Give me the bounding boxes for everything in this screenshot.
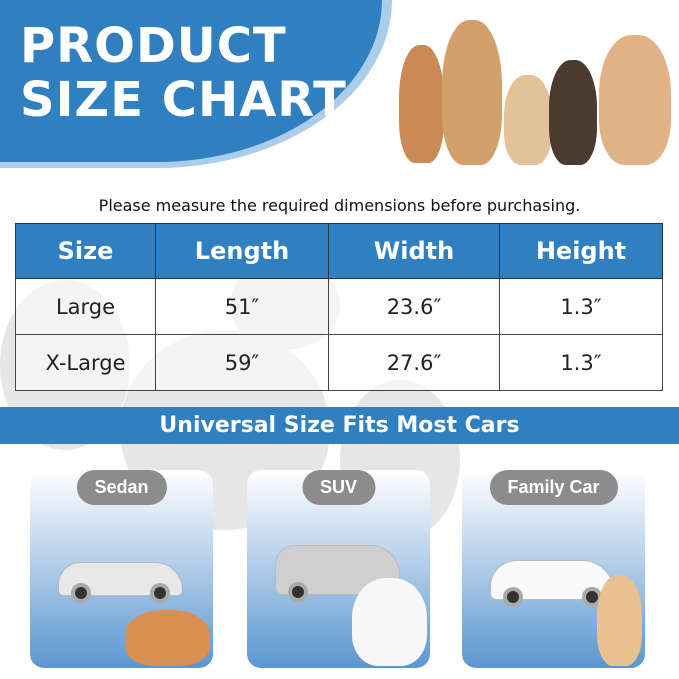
- cell-height: 1.3″: [499, 334, 663, 391]
- page-title-line1: PRODUCT: [20, 18, 287, 74]
- samoyed-image: [352, 578, 427, 666]
- col-width: Width: [328, 223, 500, 279]
- car-label: SUV: [301, 470, 376, 505]
- corgi-image: [125, 610, 210, 666]
- cell-size: Large: [15, 278, 156, 335]
- car-label: Family Car: [489, 470, 618, 505]
- col-size: Size: [15, 223, 156, 279]
- cell-size: X-Large: [15, 334, 156, 391]
- cell-length: 51″: [155, 278, 329, 335]
- pets-photo: [394, 15, 674, 165]
- fit-banner: Universal Size Fits Most Cars: [0, 407, 679, 444]
- page-title-line2: SIZE CHART: [20, 72, 347, 128]
- car-card-suv: SUV: [247, 470, 430, 668]
- table-row: Large 51″ 23.6″ 1.3″: [15, 278, 663, 335]
- cell-height: 1.3″: [499, 278, 663, 335]
- sedan-image: [58, 562, 183, 603]
- cell-width: 23.6″: [328, 278, 500, 335]
- size-table: Size Length Width Height Large 51″ 23.6″…: [15, 223, 663, 391]
- col-length: Length: [155, 223, 329, 279]
- car-card-family: Family Car: [462, 470, 645, 668]
- car-label: Sedan: [76, 470, 167, 505]
- table-header-row: Size Length Width Height: [15, 223, 663, 279]
- puppy-image: [597, 575, 642, 666]
- cell-width: 27.6″: [328, 334, 500, 391]
- car-card-sedan: Sedan: [30, 470, 213, 668]
- cell-length: 59″: [155, 334, 329, 391]
- family-car-image: [490, 560, 615, 607]
- table-row: X-Large 59″ 27.6″ 1.3″: [15, 334, 663, 391]
- measure-instruction: Please measure the required dimensions b…: [98, 196, 581, 215]
- col-height: Height: [499, 223, 663, 279]
